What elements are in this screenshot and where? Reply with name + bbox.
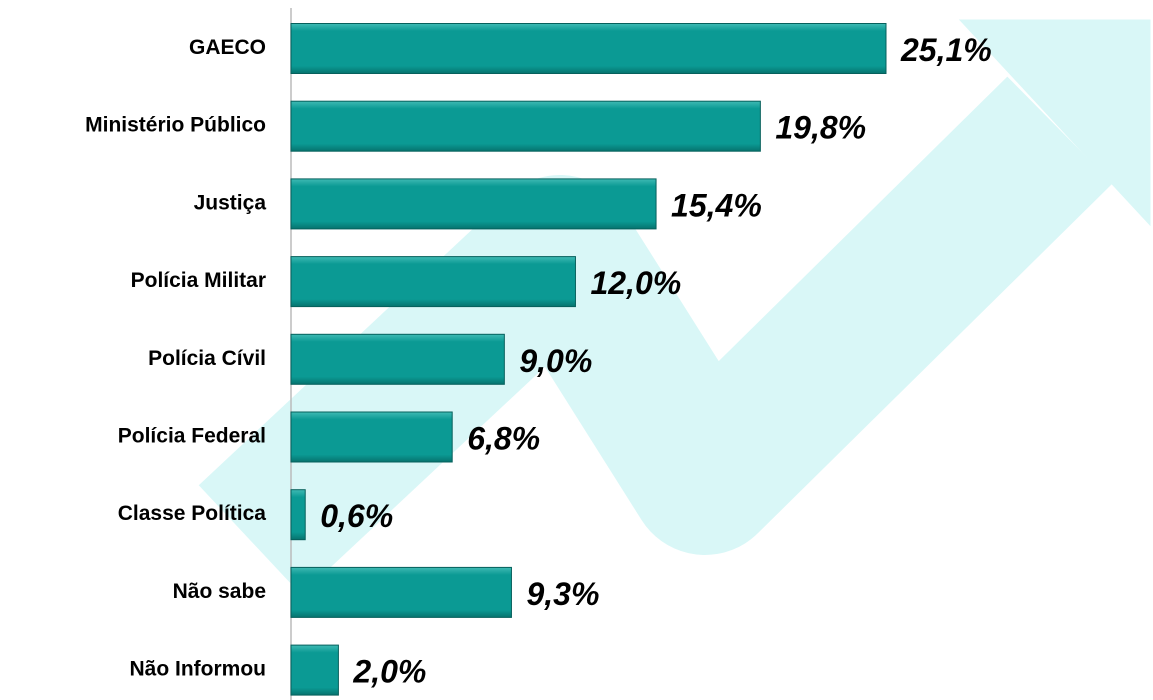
value-label: 9,3% [526,576,599,612]
value-label: 6,8% [467,420,540,456]
bar [290,178,657,230]
category-label: Justiça [194,191,267,214]
value-label: 0,6% [320,498,393,534]
category-label: Polícia Federal [118,425,266,448]
value-label: 15,4% [671,187,762,223]
category-label: Polícia Militar [131,269,266,292]
bar [290,489,306,541]
bar [290,566,512,618]
bar [290,23,887,74]
background-arrow [198,19,1151,595]
category-label: Não sabe [173,580,266,603]
category-label: Não Informou [130,658,267,681]
bar [290,411,453,463]
value-label: 19,8% [775,110,866,146]
bar [290,333,505,385]
bar [290,100,761,152]
category-label: Ministério Público [85,114,266,137]
category-label: Polícia Cívil [148,347,266,370]
bar [290,256,576,308]
category-label: Classe Política [118,502,267,525]
category-label: GAECO [189,36,266,59]
bar [290,644,339,696]
value-label: 2,0% [352,654,426,690]
value-label: 25,1% [900,32,992,68]
value-label: 9,0% [519,343,592,379]
value-label: 12,0% [590,265,681,301]
